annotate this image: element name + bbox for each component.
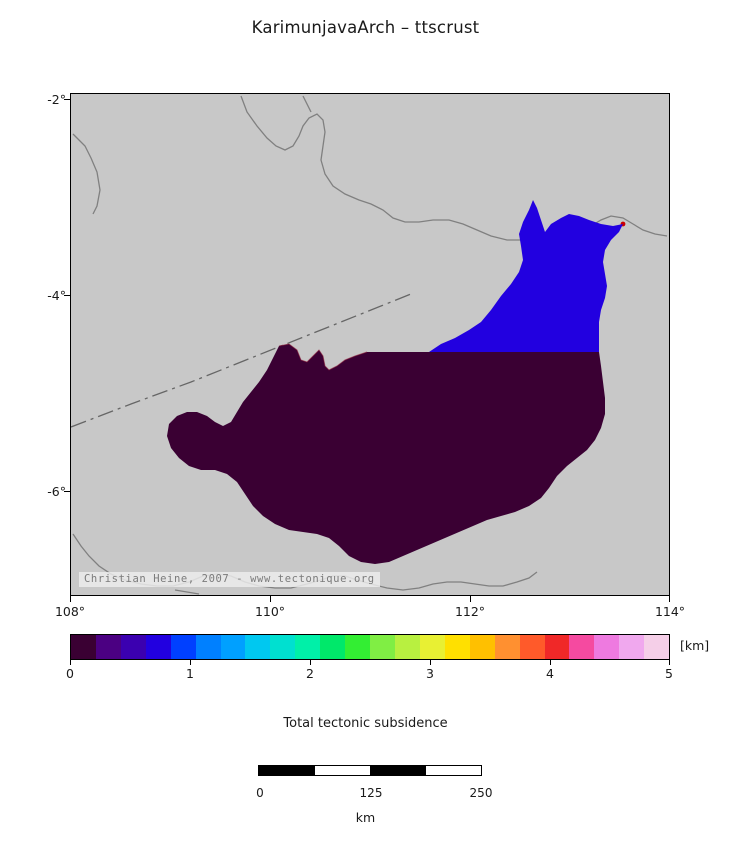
scale-bar-label-0: 0 xyxy=(256,786,264,800)
colorbar-swatch-23 xyxy=(644,635,670,659)
colorbar-swatch-10 xyxy=(320,635,346,659)
colorbar-swatch-22 xyxy=(619,635,645,659)
colorbar-value-1: 1 xyxy=(186,666,194,681)
colorbar-swatch-2 xyxy=(120,635,146,659)
colorbar-swatch-19 xyxy=(544,635,570,659)
colorbar-swatch-9 xyxy=(295,635,321,659)
x-axis-tick-1 xyxy=(270,596,271,602)
colorbar-tick-0 xyxy=(70,660,71,665)
colorbar-container: [km] 0 1 2 3 4 5 xyxy=(66,634,709,681)
y-axis-label-1: -4° xyxy=(47,288,66,303)
colorbar-tick-4 xyxy=(550,660,551,665)
colorbar-swatch-13 xyxy=(394,635,420,659)
scale-bar-unit: km xyxy=(355,810,376,825)
colorbar-swatch-18 xyxy=(519,635,545,659)
colorbar-value-4: 4 xyxy=(546,666,554,681)
colorbar-tick-5 xyxy=(669,660,670,665)
x-axis-tick-0 xyxy=(70,596,71,602)
colorbar-value-2: 2 xyxy=(306,666,314,681)
scale-bar-label-1: 125 xyxy=(359,786,383,800)
scale-bar-segment-1 xyxy=(259,766,315,775)
map-canvas[interactable]: Christian Heine, 2007 - www.tectonique.o… xyxy=(70,93,670,596)
y-axis-tick-1 xyxy=(64,295,70,296)
colorbar-swatch-5 xyxy=(195,635,221,659)
page-title: KarimunjavaArch – ttscrust xyxy=(251,18,480,37)
colorbar-swatch-12 xyxy=(370,635,395,659)
colorbar-swatch-3 xyxy=(145,635,171,659)
scale-bar-segment-2 xyxy=(314,766,370,775)
map-credit: Christian Heine, 2007 - www.tectonique.o… xyxy=(79,572,380,587)
colorbar-swatch-20 xyxy=(569,635,595,659)
colorbar-unit: [km] xyxy=(680,638,710,653)
y-axis-label-0: -2° xyxy=(47,92,66,107)
colorbar-value-3: 3 xyxy=(426,666,434,681)
colorbar-swatch-15 xyxy=(444,635,470,659)
scale-bar-label-2: 250 xyxy=(469,786,493,800)
scale-bar-segment-4 xyxy=(425,766,481,775)
tectonic-lineament xyxy=(71,293,412,428)
colorbar-tick-2 xyxy=(310,660,311,665)
x-axis-label-1: 110° xyxy=(254,604,286,619)
colorbar-swatch-14 xyxy=(419,635,445,659)
colorbar-tick-1 xyxy=(190,660,191,665)
colorbar-caption: Total tectonic subsidence xyxy=(283,716,448,731)
colorbar-swatch-4 xyxy=(170,635,196,659)
colorbar-swatch-16 xyxy=(469,635,495,659)
colorbar-swatch-7 xyxy=(245,635,271,659)
colorbar-swatch-6 xyxy=(220,635,246,659)
basin-boundary-highlight xyxy=(278,343,368,371)
colorbar-value-5: 5 xyxy=(665,666,673,681)
scale-bar-segment-3 xyxy=(370,766,426,775)
y-axis-label-2: -6° xyxy=(47,484,66,499)
colorbar-swatch-0 xyxy=(71,635,96,659)
x-axis-label-3: 114° xyxy=(654,604,686,619)
colorbar-swatch-21 xyxy=(594,635,620,659)
basin-region-moderate xyxy=(429,200,623,352)
x-axis-tick-3 xyxy=(669,596,670,602)
scale-bar xyxy=(258,765,482,776)
colorbar-swatch-11 xyxy=(345,635,371,659)
x-axis-label-2: 112° xyxy=(454,604,486,619)
map-graphics xyxy=(71,94,669,595)
basin-region-deep xyxy=(167,344,605,564)
colorbar-swatch-17 xyxy=(494,635,520,659)
colorbar[interactable] xyxy=(70,634,670,660)
y-axis-tick-0 xyxy=(64,99,70,100)
x-axis-tick-2 xyxy=(470,596,471,602)
y-axis-tick-2 xyxy=(64,491,70,492)
colorbar-tick-3 xyxy=(430,660,431,665)
colorbar-swatch-1 xyxy=(95,635,121,659)
colorbar-swatch-8 xyxy=(270,635,296,659)
x-axis-label-0: 108° xyxy=(54,604,86,619)
colorbar-value-0: 0 xyxy=(66,666,74,681)
